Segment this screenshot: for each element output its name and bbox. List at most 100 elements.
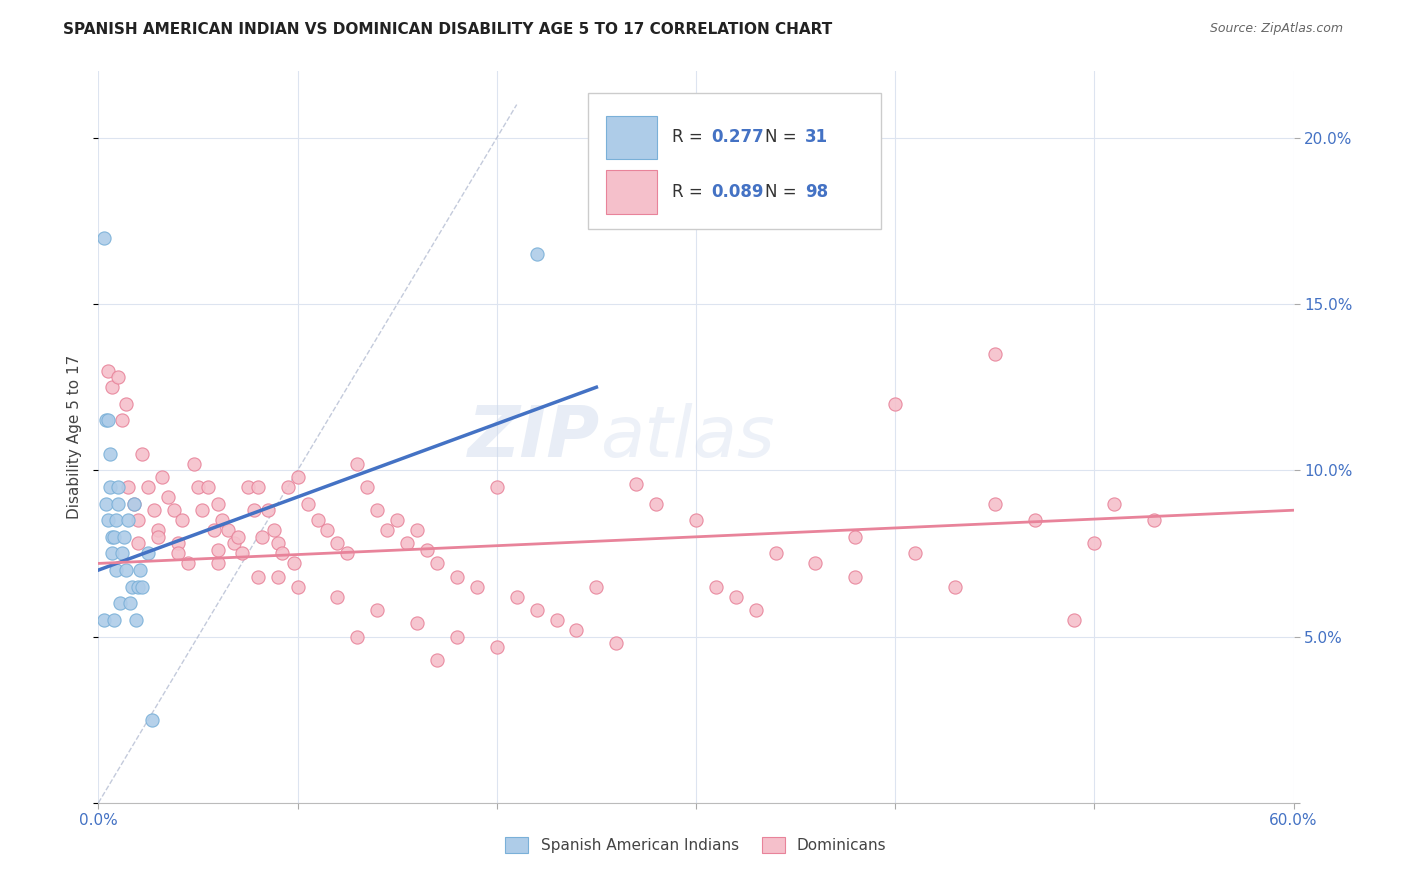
Text: 31: 31 — [804, 128, 828, 146]
Point — [326, 590, 349, 604]
Text: ZIP: ZIP — [468, 402, 600, 472]
Point — [127, 513, 149, 527]
Point — [626, 476, 648, 491]
Point — [93, 230, 115, 244]
Text: SPANISH AMERICAN INDIAN VS DOMINICAN DISABILITY AGE 5 TO 17 CORRELATION CHART: SPANISH AMERICAN INDIAN VS DOMINICAN DIS… — [63, 22, 832, 37]
FancyBboxPatch shape — [606, 170, 657, 213]
Point — [246, 480, 269, 494]
Point — [416, 543, 439, 558]
Point — [110, 596, 132, 610]
Point — [1104, 497, 1126, 511]
Legend: Spanish American Indians, Dominicans: Spanish American Indians, Dominicans — [498, 830, 894, 861]
Point — [804, 557, 827, 571]
Point — [112, 530, 135, 544]
Text: 0.089: 0.089 — [711, 183, 763, 201]
Point — [105, 513, 128, 527]
Point — [98, 480, 122, 494]
Point — [426, 653, 449, 667]
Point — [506, 590, 529, 604]
Point — [177, 557, 200, 571]
Point — [246, 570, 269, 584]
Text: N =: N = — [765, 183, 803, 201]
Point — [105, 563, 128, 577]
Point — [406, 523, 429, 537]
Point — [277, 480, 299, 494]
Point — [685, 513, 707, 527]
Point — [120, 596, 142, 610]
Point — [297, 497, 319, 511]
Point — [585, 580, 607, 594]
Point — [143, 503, 166, 517]
Point — [103, 530, 125, 544]
Point — [172, 513, 194, 527]
Point — [111, 546, 134, 560]
Point — [283, 557, 305, 571]
Text: N =: N = — [765, 128, 803, 146]
Point — [150, 470, 173, 484]
Text: Source: ZipAtlas.com: Source: ZipAtlas.com — [1209, 22, 1343, 36]
Text: R =: R = — [672, 128, 709, 146]
Point — [131, 580, 153, 594]
Point — [485, 640, 508, 654]
Point — [222, 536, 245, 550]
Point — [148, 523, 170, 537]
Point — [127, 580, 149, 594]
Point — [316, 523, 339, 537]
Point — [844, 530, 866, 544]
Point — [1024, 513, 1046, 527]
Point — [101, 380, 124, 394]
Point — [115, 563, 138, 577]
Point — [426, 557, 449, 571]
Point — [287, 470, 309, 484]
Point — [167, 536, 190, 550]
Text: 0.277: 0.277 — [711, 128, 765, 146]
Point — [167, 546, 190, 560]
Point — [385, 513, 409, 527]
Point — [97, 513, 120, 527]
Point — [163, 503, 186, 517]
Point — [131, 447, 153, 461]
Point — [1083, 536, 1105, 550]
Point — [148, 530, 170, 544]
Point — [984, 497, 1007, 511]
Point — [141, 713, 163, 727]
Point — [844, 570, 866, 584]
Point — [97, 413, 120, 427]
Point — [187, 480, 209, 494]
Point — [129, 563, 152, 577]
Point — [243, 503, 266, 517]
Point — [605, 636, 627, 650]
Point — [485, 480, 508, 494]
Point — [217, 523, 239, 537]
Point — [111, 413, 134, 427]
Text: 98: 98 — [804, 183, 828, 201]
Point — [96, 413, 118, 427]
Point — [366, 603, 388, 617]
Point — [107, 370, 129, 384]
Point — [202, 523, 225, 537]
Point — [724, 590, 747, 604]
Point — [136, 546, 159, 560]
Point — [197, 480, 219, 494]
Text: atlas: atlas — [600, 402, 775, 472]
Point — [93, 613, 115, 627]
Point — [127, 536, 149, 550]
Point — [346, 457, 368, 471]
Point — [107, 480, 129, 494]
Point — [263, 523, 285, 537]
Point — [236, 480, 259, 494]
Point — [565, 623, 588, 637]
Point — [101, 546, 124, 560]
Point — [226, 530, 249, 544]
Point — [101, 530, 124, 544]
Point — [98, 447, 122, 461]
Point — [211, 513, 233, 527]
Point — [117, 513, 139, 527]
Point — [207, 557, 229, 571]
Point — [645, 497, 668, 511]
Point — [124, 497, 146, 511]
Point — [884, 397, 907, 411]
Point — [207, 543, 229, 558]
Point — [326, 536, 349, 550]
Y-axis label: Disability Age 5 to 17: Disability Age 5 to 17 — [67, 355, 83, 519]
